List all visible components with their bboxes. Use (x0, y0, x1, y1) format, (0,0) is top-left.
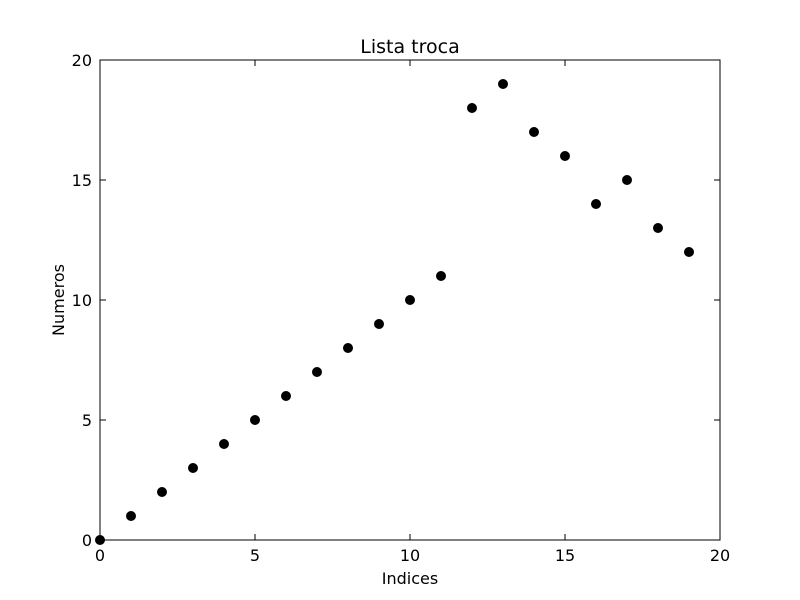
data-point (653, 223, 663, 233)
y-axis-label: Numeros (49, 264, 68, 336)
data-point (312, 367, 322, 377)
data-point (684, 247, 694, 257)
x-tick-label: 0 (95, 546, 105, 565)
y-tick-label: 5 (82, 411, 92, 430)
y-tick-label: 0 (82, 531, 92, 550)
y-tick-label: 10 (72, 291, 92, 310)
data-point (250, 415, 260, 425)
x-tick-label: 10 (400, 546, 420, 565)
data-point (188, 463, 198, 473)
data-point (405, 295, 415, 305)
y-tick-label: 15 (72, 171, 92, 190)
data-point (157, 487, 167, 497)
data-point (560, 151, 570, 161)
y-axis: 0 5 10 15 20 (72, 51, 720, 550)
y-tick-label: 20 (72, 51, 92, 70)
data-point (529, 127, 539, 137)
data-point (622, 175, 632, 185)
data-points (95, 79, 694, 545)
data-point (467, 103, 477, 113)
data-point (281, 391, 291, 401)
chart-title: Lista troca (360, 36, 459, 58)
data-point (219, 439, 229, 449)
data-point (436, 271, 446, 281)
data-point (343, 343, 353, 353)
x-tick-label: 5 (250, 546, 260, 565)
x-tick-label: 20 (710, 546, 730, 565)
data-point (126, 511, 136, 521)
x-axis-label: Indices (382, 569, 438, 588)
data-point (498, 79, 508, 89)
data-point (374, 319, 384, 329)
data-point (95, 535, 105, 545)
x-tick-label: 15 (555, 546, 575, 565)
data-point (591, 199, 601, 209)
